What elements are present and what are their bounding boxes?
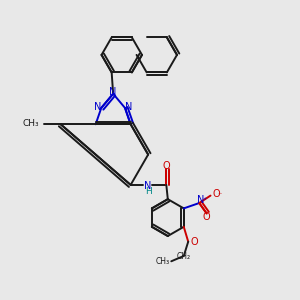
Text: CH₂: CH₂	[177, 252, 191, 261]
Text: H: H	[145, 187, 152, 196]
Text: O: O	[163, 160, 170, 171]
Text: CH₃: CH₃	[22, 119, 39, 128]
Text: O: O	[213, 189, 220, 199]
Text: N: N	[125, 102, 133, 112]
Text: O: O	[190, 237, 198, 247]
Text: ⁻: ⁻	[217, 190, 221, 199]
Text: N: N	[197, 195, 204, 205]
Text: N: N	[110, 87, 117, 97]
Text: ⁺: ⁺	[203, 196, 207, 205]
Text: CH₃: CH₃	[156, 257, 170, 266]
Text: O: O	[202, 212, 210, 222]
Text: N: N	[94, 102, 101, 112]
Text: N: N	[145, 182, 152, 191]
